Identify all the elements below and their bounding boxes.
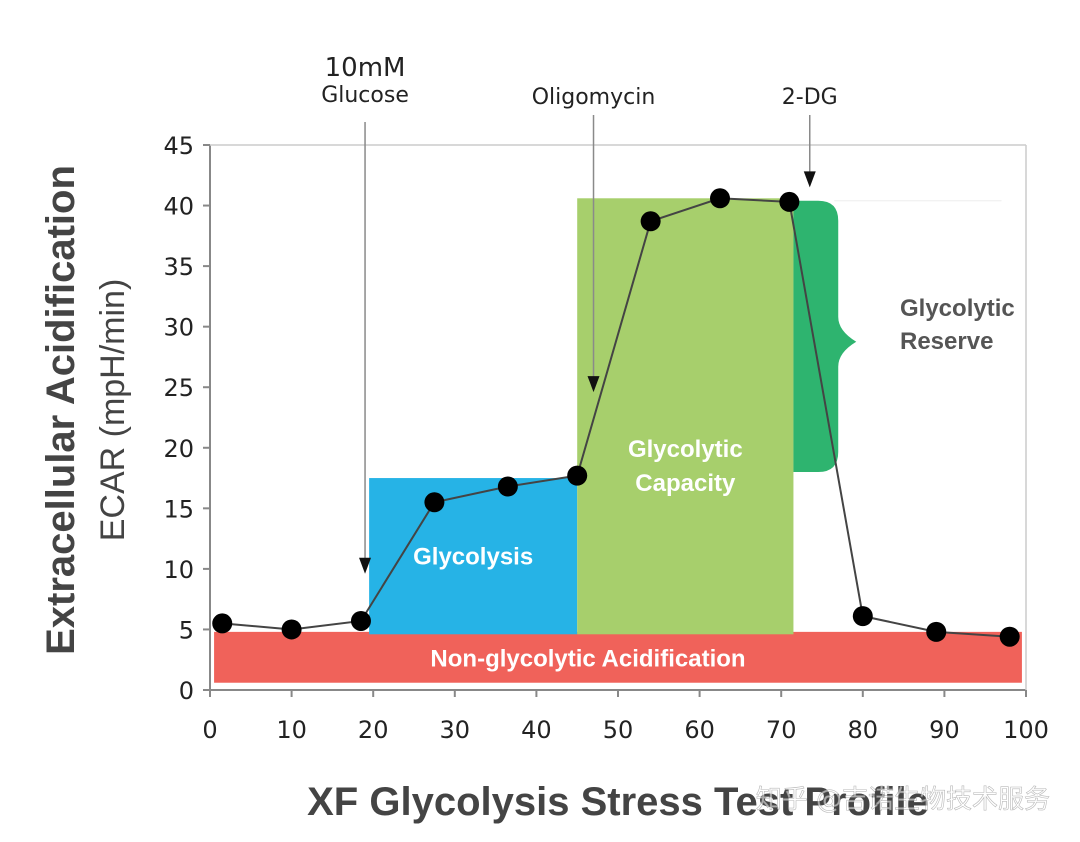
label-glycolytic-capacity: Capacity — [635, 470, 736, 497]
region-glycolytic-capacity — [577, 198, 794, 635]
ecar-data-point — [567, 465, 588, 486]
injection-label: 10mM — [325, 53, 406, 83]
injection-arrow-head — [803, 171, 816, 188]
y-axis-label-sub: ECAR (mpH/min) — [94, 279, 132, 542]
ecar-data-point — [281, 619, 302, 640]
injection-arrow-head — [359, 557, 372, 574]
ecar-data-point — [212, 613, 233, 634]
y-tick-label: 25 — [163, 374, 194, 402]
label-glycolysis: Glycolysis — [413, 544, 533, 571]
x-tick-label: 10 — [276, 716, 307, 744]
injection-label: Oligomycin — [532, 85, 656, 110]
label-glycolytic-reserve: Reserve — [900, 328, 993, 355]
y-tick-label: 40 — [163, 193, 194, 221]
region-non-glycolytic — [214, 631, 1022, 683]
injection-label: 2-DG — [782, 85, 838, 110]
x-tick-label: 60 — [684, 716, 715, 744]
x-tick-label: 90 — [929, 716, 960, 744]
y-tick-label: 15 — [163, 495, 194, 523]
ecar-data-point — [926, 621, 947, 642]
ecar-data-point — [999, 626, 1020, 647]
chart-title: XF Glycolysis Stress Test Profile — [307, 780, 929, 824]
ecar-data-point — [852, 606, 873, 627]
y-tick-label: 30 — [163, 314, 194, 342]
label-glycolytic-capacity: Glycolytic — [628, 436, 743, 463]
y-tick-label: 20 — [163, 435, 194, 463]
watermark: 知乎 @吉诺生物技术服务 — [756, 785, 1050, 815]
y-tick-label: 0 — [179, 677, 194, 705]
x-tick-label: 0 — [202, 716, 217, 744]
ecar-series-line — [222, 197, 1010, 638]
ecar-data-point — [497, 476, 518, 497]
ecar-data-point — [350, 610, 371, 631]
ecar-data-point — [779, 191, 800, 212]
x-tick-label: 100 — [1003, 716, 1049, 744]
x-tick-label: 20 — [358, 716, 389, 744]
y-tick-label: 35 — [163, 253, 194, 281]
x-tick-label: 40 — [521, 716, 552, 744]
y-tick-label: 45 — [163, 132, 194, 160]
region-glycolytic-reserve — [793, 200, 857, 472]
ecar-data-point — [424, 492, 445, 513]
region-glycolysis — [369, 478, 578, 635]
label-glycolytic-reserve: Glycolytic — [900, 295, 1015, 322]
ecar-data-point — [710, 188, 730, 209]
x-tick-label: 80 — [848, 716, 879, 744]
x-tick-label: 70 — [766, 716, 797, 744]
y-tick-label: 10 — [163, 556, 194, 584]
y-tick-label: 5 — [179, 616, 194, 644]
injection-label: Glucose — [321, 83, 409, 108]
x-tick-label: 50 — [603, 716, 634, 744]
injection-arrow-head — [587, 376, 600, 393]
ecar-data-point — [640, 211, 661, 232]
label-non-glycolytic-acidification: Non-glycolytic Acidification — [430, 645, 745, 672]
y-axis-label-main: Extracellular Acidification — [39, 165, 83, 655]
x-tick-label: 30 — [440, 716, 471, 744]
